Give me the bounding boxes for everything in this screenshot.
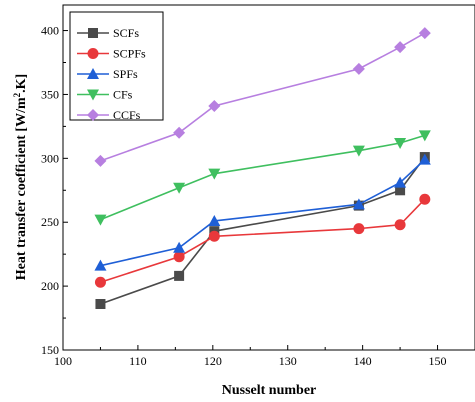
x-tick-label: 110 (129, 354, 147, 368)
y-tick-label: 300 (41, 151, 59, 165)
data-point (94, 276, 106, 288)
series-SCPFs (94, 193, 431, 288)
legend-marker (87, 89, 99, 101)
legend-label: SPFs (113, 67, 138, 81)
x-tick-label: 100 (54, 354, 72, 368)
data-point (208, 214, 221, 226)
data-point (395, 185, 406, 196)
series-line (100, 156, 426, 305)
legend-marker (87, 68, 99, 79)
data-point (352, 198, 365, 210)
data-point (394, 41, 407, 54)
data-point (173, 241, 186, 253)
data-point (173, 126, 186, 139)
legend-item: SCPFs (77, 47, 146, 61)
data-point (173, 182, 186, 194)
legend-item: SPFs (77, 67, 138, 81)
legend-box (69, 11, 164, 121)
series-SCFs (95, 152, 430, 309)
data-point (418, 153, 431, 165)
y-tick-label: 400 (41, 24, 59, 38)
legend-item: CFs (77, 88, 133, 102)
legend-item: CCFs (77, 108, 141, 122)
y-tick-label: 200 (41, 279, 59, 293)
data-point (208, 230, 220, 242)
data-point (353, 223, 365, 235)
y-axis: 150 200 250 300 350 400 (41, 24, 68, 357)
data-point (94, 259, 107, 271)
data-point (419, 193, 431, 205)
legend-label: CCFs (113, 108, 141, 122)
data-point (352, 62, 365, 75)
series-line (100, 134, 426, 221)
series-CFs (94, 130, 431, 226)
data-point (208, 168, 221, 180)
data-point (94, 154, 107, 167)
series-line (100, 159, 426, 267)
x-tick-label: 120 (204, 354, 222, 368)
data-point (352, 145, 365, 157)
legend-label: SCFs (113, 26, 139, 40)
plot-frame (62, 4, 475, 351)
series-CCFs (94, 27, 431, 167)
series-line (100, 198, 426, 284)
legend-marker (87, 109, 99, 121)
data-point (95, 299, 106, 309)
data-point (208, 99, 221, 112)
x-axis-title: Nusselt number (222, 383, 317, 398)
data-point (394, 176, 407, 188)
x-tick-label: 150 (429, 354, 447, 368)
legend-marker (87, 48, 99, 59)
y-axis-title: Heat transfer coefficient [W/m2.K] (12, 74, 29, 280)
data-point (418, 27, 431, 40)
y-tick-label: 150 (41, 343, 59, 357)
series-SPFs (94, 153, 431, 271)
x-tick-label: 130 (279, 354, 297, 368)
x-tick-label: 140 (354, 354, 372, 368)
data-point (94, 214, 107, 226)
series-line (100, 32, 426, 162)
legend: SCFs SCPFs SPFs CFs CCFs (69, 11, 164, 122)
series-layer (94, 27, 431, 309)
data-point (418, 130, 431, 142)
y-tick-label: 250 (41, 215, 59, 229)
y-tick-label: 350 (41, 87, 59, 101)
data-point (394, 138, 407, 149)
legend-marker (88, 28, 98, 38)
y-axis-title-main: Heat transfer coefficient [W/m (14, 97, 29, 280)
y-axis-title-sup: 2 (12, 92, 22, 97)
y-axis-title-tail: .K] (14, 74, 29, 93)
legend-item: SCFs (77, 26, 139, 40)
legend-label: CFs (113, 88, 133, 102)
data-point (173, 251, 185, 263)
data-point (394, 219, 406, 231)
legend-label: SCPFs (113, 47, 146, 61)
x-axis: 100 110 120 130 140 150 (54, 345, 447, 368)
data-point (174, 270, 185, 281)
